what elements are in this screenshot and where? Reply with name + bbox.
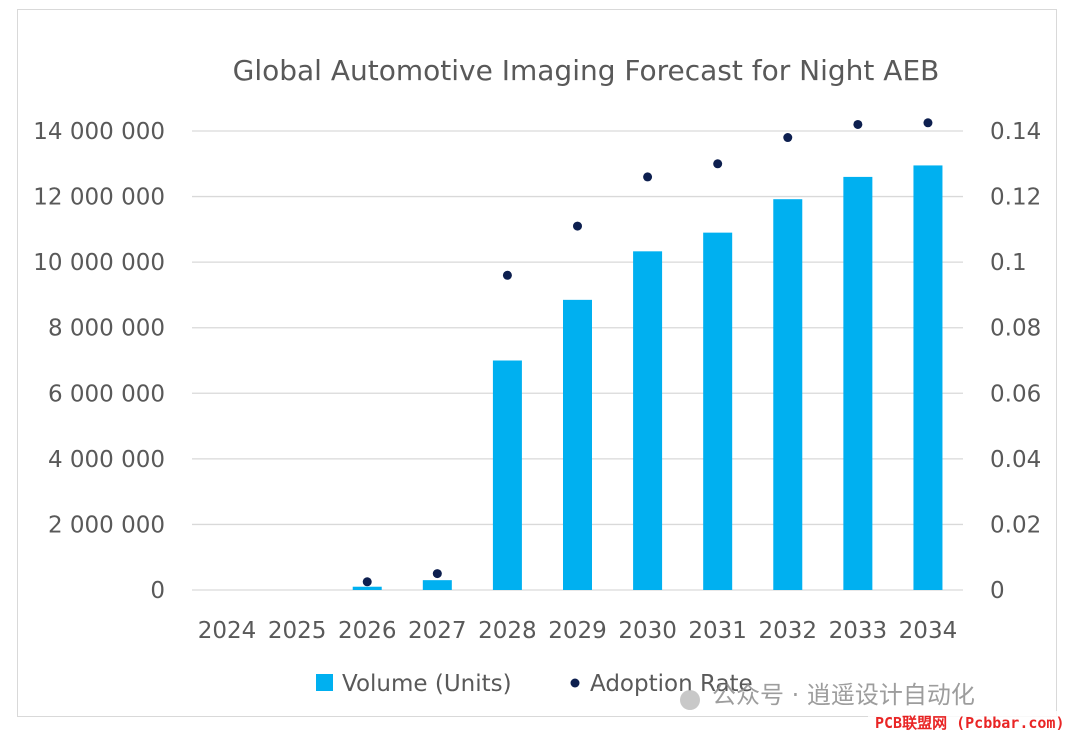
wechat-icon (680, 690, 700, 710)
y-left-tick-label: 14 000 000 (33, 119, 165, 145)
point-2027 (432, 569, 442, 579)
legend: Volume (Units) Adoption Rate (316, 671, 753, 697)
y-right-tick-label: 0.08 (990, 316, 1041, 342)
watermark-site-bg (868, 711, 1078, 735)
bar-2032 (773, 199, 803, 591)
y-right-tick-label: 0.14 (990, 119, 1041, 145)
watermark-site: PCB联盟网 (Pcbbar.com) (875, 714, 1065, 732)
legend-label-adoption: Adoption Rate (590, 671, 753, 697)
chart-title: Global Automotive Imaging Forecast for N… (233, 54, 940, 87)
chart-frame (17, 9, 1057, 717)
bar-2027 (422, 580, 452, 590)
x-tick-label: 2034 (899, 618, 958, 644)
y-left-tick-label: 4 000 000 (48, 447, 165, 473)
bar-2031 (703, 232, 733, 590)
x-tick-label: 2030 (618, 618, 677, 644)
point-2033 (853, 119, 863, 129)
y-right-tick-label: 0.12 (990, 185, 1041, 211)
bar-2026 (352, 586, 382, 590)
x-tick-labels: 2024 2025 2026 2027 2028 2029 2030 2031 2032 2033… (198, 618, 957, 644)
x-tick-label: 2031 (688, 618, 747, 644)
watermark-text: 公众号 · 逍遥设计自动化 (712, 681, 975, 709)
y-left-tick-label: 10 000 000 (33, 250, 165, 276)
y-left-tick-label: 2 000 000 (48, 512, 165, 538)
bar-2028 (492, 360, 522, 590)
point-2032 (783, 133, 793, 143)
legend-swatch-adoption (570, 678, 580, 688)
y-left-tick-label: 12 000 000 (33, 185, 165, 211)
y-left-tick-label: 8 000 000 (48, 316, 165, 342)
point-2030 (643, 172, 653, 182)
point-2034 (923, 118, 933, 128)
y-right-tick-labels: 0 0.02 0.04 0.06 0.08 0.1 0.12 0.14 (990, 119, 1041, 604)
x-tick-label: 2025 (268, 618, 327, 644)
y-right-tick-label: 0.1 (990, 250, 1027, 276)
y-right-tick-label: 0.02 (990, 512, 1041, 538)
point-2031 (713, 159, 723, 169)
bar-2033 (843, 176, 873, 590)
y-right-tick-label: 0.04 (990, 447, 1041, 473)
legend-label-volume: Volume (Units) (342, 671, 512, 697)
bar-2034 (913, 165, 943, 591)
adoption-points (362, 118, 933, 587)
x-tick-label: 2026 (338, 618, 397, 644)
y-left-tick-label: 6 000 000 (48, 381, 165, 407)
volume-bars (352, 165, 943, 591)
y-left-tick-label: 0 (150, 578, 165, 604)
x-tick-label: 2029 (548, 618, 607, 644)
x-tick-label: 2033 (829, 618, 888, 644)
point-2029 (573, 221, 582, 231)
point-2028 (502, 270, 512, 280)
x-tick-label: 2024 (198, 618, 257, 644)
x-tick-label: 2028 (478, 618, 537, 644)
x-tick-label: 2027 (408, 618, 467, 644)
legend-swatch-volume (316, 674, 333, 691)
bar-2029 (563, 299, 592, 590)
y-right-tick-label: 0.06 (990, 381, 1041, 407)
y-right-tick-label: 0 (990, 578, 1005, 604)
y-left-tick-labels: 0 2 000 000 4 000 000 6 000 000 8 000 000 10 … (33, 119, 165, 604)
x-tick-label: 2032 (758, 618, 817, 644)
watermark: 公众号 · 逍遥设计自动化 PCB联盟网 (Pcbbar.com) (680, 681, 1078, 735)
bar-2030 (633, 251, 663, 590)
point-2026 (362, 577, 372, 587)
